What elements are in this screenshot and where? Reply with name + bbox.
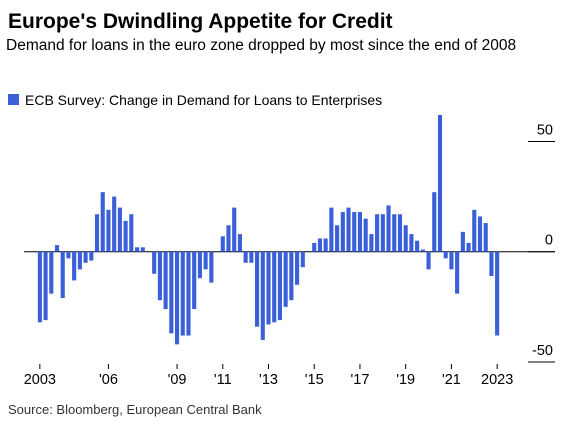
- bar: [312, 242, 317, 252]
- bar: [163, 251, 168, 310]
- bar: [460, 231, 465, 252]
- bar: [277, 251, 282, 321]
- bar: [169, 251, 174, 334]
- bar: [283, 251, 288, 307]
- bar: [43, 251, 48, 321]
- x-tick-label: '11: [214, 372, 232, 388]
- x-tick-label: '15: [305, 372, 324, 388]
- bar: [157, 251, 162, 301]
- bar: [357, 212, 363, 252]
- bar: [483, 223, 488, 252]
- bar: [409, 234, 414, 252]
- bar: [192, 251, 197, 310]
- bar: [420, 249, 425, 252]
- y-tick-label: 50: [537, 122, 553, 138]
- bar: [89, 251, 94, 261]
- bar: [152, 251, 157, 274]
- bar: [449, 251, 454, 270]
- x-tick-label: '06: [99, 372, 118, 388]
- bar: [437, 115, 443, 252]
- x-tick-label: '09: [168, 372, 187, 388]
- bar: [352, 212, 357, 252]
- bar: [392, 214, 397, 252]
- subtitle-box: Demand for loans in the euro zone droppe…: [6, 37, 517, 54]
- bar: [83, 251, 88, 263]
- bar: [37, 251, 42, 323]
- bar: [129, 214, 134, 252]
- bar: [112, 196, 117, 252]
- bar: [260, 251, 265, 340]
- legend-label: ECB Survey: Change in Demand for Loans t…: [25, 92, 382, 108]
- bar: [49, 251, 54, 294]
- bar: [335, 225, 340, 252]
- bar: [386, 205, 391, 252]
- bar: [346, 207, 351, 252]
- bar: [54, 245, 60, 252]
- bar: [340, 212, 345, 252]
- bar: [397, 214, 403, 252]
- bar: [220, 236, 225, 252]
- bar: [375, 214, 380, 252]
- bar: [329, 207, 334, 252]
- bar: [477, 216, 483, 252]
- bar: [380, 214, 385, 252]
- x-tick-label: '21: [442, 372, 461, 388]
- bar: [123, 220, 128, 252]
- bar: [134, 247, 140, 252]
- bar: [495, 251, 500, 336]
- bar: [403, 225, 408, 252]
- bar: [300, 251, 305, 268]
- bar: [266, 251, 271, 325]
- bar: [323, 238, 328, 252]
- bar: [369, 234, 374, 252]
- bar: [415, 240, 420, 252]
- bar: [243, 251, 248, 263]
- bar: [237, 234, 242, 252]
- bar: [232, 207, 237, 252]
- bar: [317, 238, 323, 252]
- bar: [203, 251, 208, 270]
- bar: [106, 209, 111, 252]
- bar: [66, 251, 71, 259]
- bar: [426, 251, 431, 270]
- y-tick-label: 0: [545, 233, 553, 249]
- bar: [432, 192, 437, 252]
- bar: [72, 251, 77, 281]
- x-tick-label: 2023: [481, 372, 513, 388]
- chart-subtitle: Demand for loans in the euro zone droppe…: [6, 37, 517, 54]
- bar: [255, 251, 260, 327]
- bar: [140, 247, 145, 252]
- x-tick-label: 2003: [24, 372, 56, 388]
- x-tick-label: '17: [351, 372, 370, 388]
- x-tick-label: '19: [396, 372, 415, 388]
- bar: [60, 251, 65, 299]
- y-tick-label: -50: [532, 343, 553, 359]
- bar: [272, 251, 277, 323]
- bar: [363, 218, 368, 252]
- x-tick-label: '13: [259, 372, 278, 388]
- bar: [295, 251, 300, 285]
- bar: [100, 192, 105, 252]
- bar: [249, 251, 254, 263]
- bar: [94, 214, 100, 252]
- bar: [289, 251, 294, 301]
- source: Source: Bloomberg, European Central Bank: [8, 402, 262, 417]
- bar: [466, 242, 471, 252]
- legend-swatch: [8, 94, 19, 105]
- bar: [180, 251, 185, 336]
- bar: [443, 251, 448, 259]
- bar: [174, 251, 180, 345]
- bar: [455, 251, 460, 294]
- bar: [197, 251, 202, 279]
- bar: [186, 251, 191, 336]
- bar: [472, 209, 477, 252]
- bar: [209, 251, 214, 283]
- chart-title: Europe's Dwindling Appetite for Credit: [8, 10, 393, 33]
- bar: [117, 207, 122, 252]
- bar: [226, 225, 231, 252]
- bar: [489, 251, 494, 276]
- bar: [77, 251, 82, 270]
